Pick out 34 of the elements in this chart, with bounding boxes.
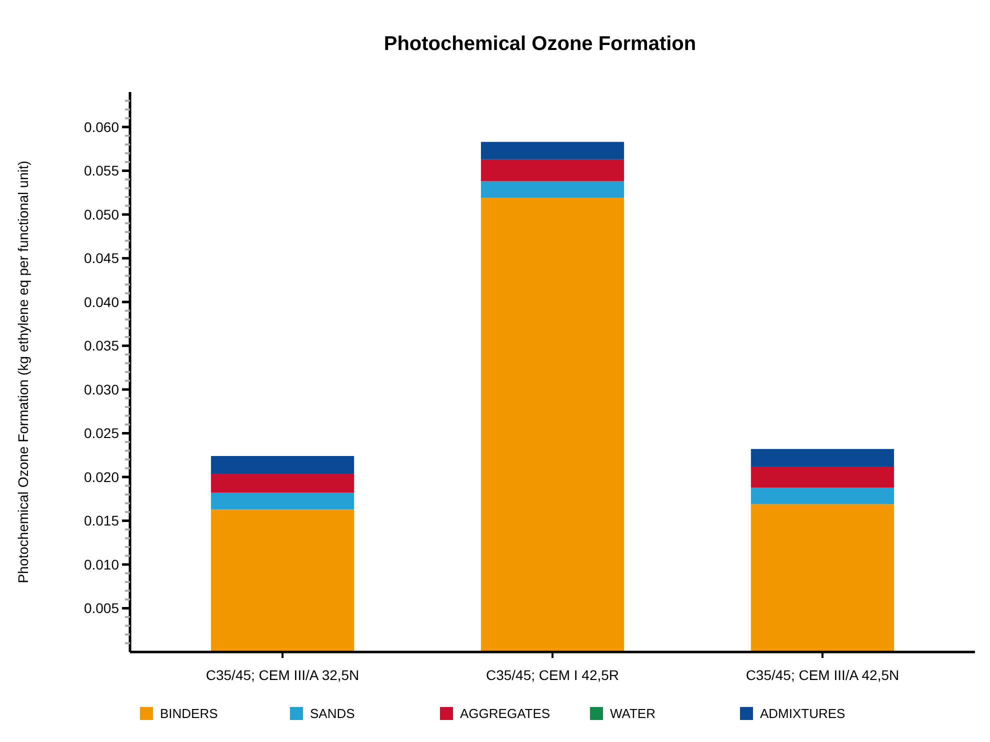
y-tick-label: 0.030 xyxy=(84,381,120,398)
legend-label: WATER xyxy=(610,706,656,721)
y-tick-label: 0.015 xyxy=(84,512,120,529)
x-tick-label: C35/45; CEM III/A 32,5N xyxy=(206,667,360,683)
bar xyxy=(210,456,354,474)
y-tick-label: 0.040 xyxy=(84,294,120,310)
chart-title: Photochemical Ozone Formation xyxy=(384,33,696,55)
bar xyxy=(210,474,354,493)
y-tick-label: 0.020 xyxy=(84,468,120,485)
bar xyxy=(750,466,894,488)
y-tick-label: 0.010 xyxy=(84,556,120,572)
bar xyxy=(210,492,354,510)
bar xyxy=(750,488,894,504)
legend-label: SANDS xyxy=(310,706,356,721)
legend-label: ADMIXTURES xyxy=(760,706,846,721)
bar xyxy=(480,142,624,160)
bar xyxy=(210,509,354,652)
bar xyxy=(480,181,624,198)
bar xyxy=(480,159,624,182)
y-tick-label: 0.025 xyxy=(84,425,120,442)
y-tick-label: 0.060 xyxy=(84,118,120,135)
y-axis-title: Photochemical Ozone Formation (kg ethylene eq per functional unit) xyxy=(15,160,31,584)
legend-label: BINDERS xyxy=(160,706,218,721)
bar xyxy=(480,198,624,652)
y-tick-label: 0.005 xyxy=(84,600,120,616)
y-tick-label: 0.045 xyxy=(84,250,120,266)
bar xyxy=(750,504,894,652)
bar xyxy=(750,449,894,466)
y-tick-label: 0.050 xyxy=(84,206,120,222)
x-tick-label: C35/45; CEM I 42,5R xyxy=(486,667,620,683)
y-tick-label: 0.055 xyxy=(84,162,120,179)
y-tick-label: 0.035 xyxy=(84,338,120,354)
legend-label: AGGREGATES xyxy=(460,706,550,721)
x-tick-label: C35/45; CEM III/A 42,5N xyxy=(746,667,900,683)
